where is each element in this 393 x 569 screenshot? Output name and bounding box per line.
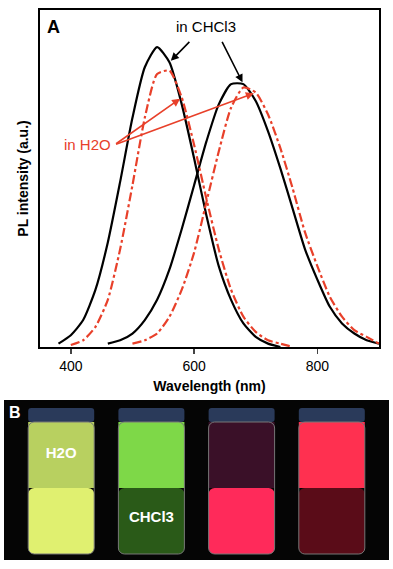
svg-text:800: 800 xyxy=(306,358,330,374)
svg-text:A: A xyxy=(47,17,60,37)
svg-text:400: 400 xyxy=(59,358,83,374)
svg-text:in CHCl3: in CHCl3 xyxy=(176,18,236,35)
svg-text:PL intensity (a.u.): PL intensity (a.u.) xyxy=(15,120,31,236)
svg-text:in H2O: in H2O xyxy=(64,136,111,153)
svg-text:600: 600 xyxy=(182,358,206,374)
svg-text:B: B xyxy=(9,404,21,421)
svg-text:CHCl3: CHCl3 xyxy=(129,508,174,525)
svg-text:Wavelength (nm): Wavelength (nm) xyxy=(153,378,265,394)
svg-text:H2O: H2O xyxy=(46,444,77,461)
